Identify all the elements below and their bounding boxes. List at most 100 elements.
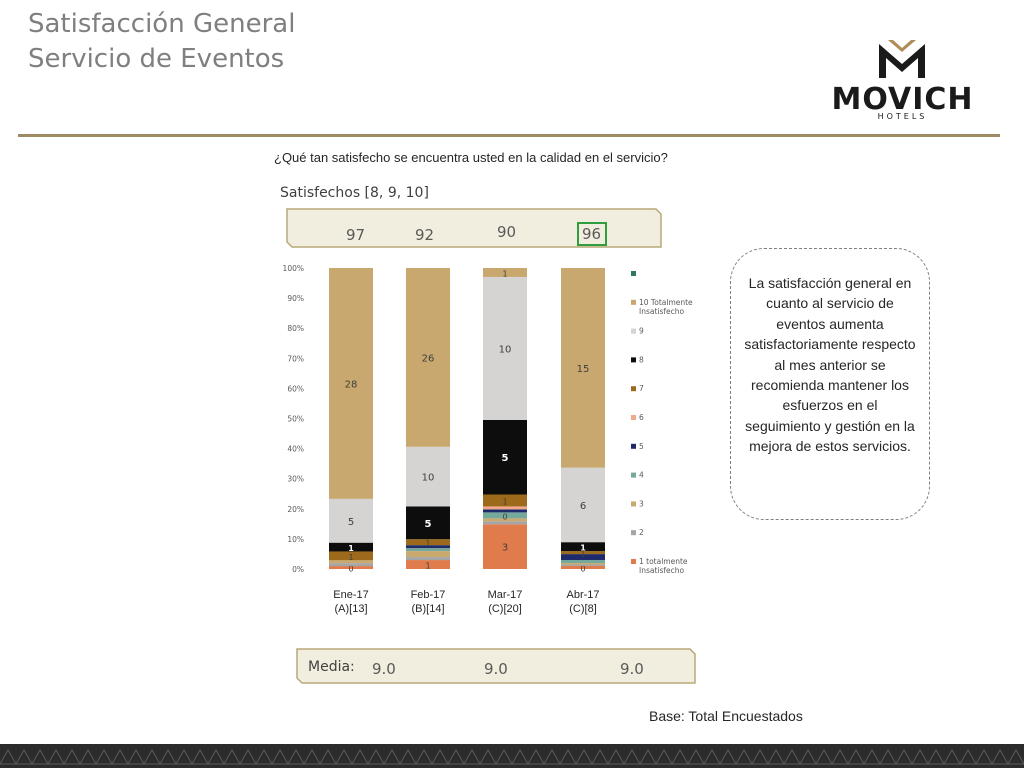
bar-segment bbox=[483, 509, 527, 513]
survey-question: ¿Qué tan satisfecho se encuentra usted e… bbox=[274, 150, 668, 165]
y-tick-label: 0% bbox=[292, 565, 304, 574]
x-tick-label: (C)[20] bbox=[488, 603, 522, 615]
y-tick-label: 60% bbox=[287, 384, 304, 393]
y-tick-label: 40% bbox=[287, 445, 304, 454]
bar-segment bbox=[561, 554, 605, 561]
movich-mark-icon bbox=[879, 40, 925, 78]
bar-segment bbox=[483, 494, 527, 507]
legend-swatch bbox=[631, 386, 636, 392]
bar-segment bbox=[406, 551, 450, 558]
media-value-3: 9.0 bbox=[620, 660, 644, 678]
bar-segment bbox=[329, 566, 373, 569]
data-label: 1 bbox=[580, 550, 585, 559]
bar-segment bbox=[329, 498, 373, 543]
bar-segment bbox=[483, 524, 527, 569]
bar-segment bbox=[561, 551, 605, 555]
legend-label: Insatisfecho bbox=[639, 566, 685, 575]
data-label: 1 bbox=[348, 553, 353, 562]
x-tick-label: Feb-17 bbox=[411, 589, 446, 601]
y-tick-label: 80% bbox=[287, 324, 304, 333]
data-label: 5 bbox=[348, 517, 354, 528]
logo-sub: HOTELS bbox=[877, 112, 928, 121]
x-tick-label: (B)[14] bbox=[411, 603, 444, 615]
legend-label: 4 bbox=[639, 471, 644, 480]
satisfied-banner bbox=[286, 208, 662, 248]
legend-swatch bbox=[631, 530, 636, 536]
bar-segment bbox=[483, 276, 527, 420]
base-note: Base: Total Encuestados bbox=[649, 708, 803, 724]
page-title: Satisfacción General bbox=[28, 9, 296, 39]
legend-label: 3 bbox=[639, 499, 644, 508]
legend-label: 9 bbox=[639, 327, 644, 336]
y-tick-label: 20% bbox=[287, 505, 304, 514]
x-tick-label: Abr-17 bbox=[566, 589, 599, 601]
data-label: 1 bbox=[580, 544, 586, 553]
bar-segment bbox=[483, 512, 527, 519]
data-label: 0 bbox=[502, 512, 507, 521]
y-tick-label: 10% bbox=[287, 535, 304, 544]
data-label: 5 bbox=[425, 519, 432, 530]
data-label: 28 bbox=[345, 379, 358, 390]
x-tick-label: (A)[13] bbox=[334, 603, 367, 615]
media-label: Media: bbox=[308, 659, 355, 675]
bar-segment bbox=[483, 506, 527, 510]
y-tick-label: 70% bbox=[287, 354, 304, 363]
movich-logo: MOVICH HOTELS bbox=[815, 38, 990, 123]
data-label: 3 bbox=[502, 543, 508, 554]
legend-swatch bbox=[631, 271, 636, 276]
header-rule bbox=[18, 134, 1000, 137]
bar-segment bbox=[406, 506, 450, 540]
legend-label: 8 bbox=[639, 355, 644, 364]
y-tick-label: 30% bbox=[287, 475, 304, 484]
bar-segment bbox=[329, 563, 373, 567]
bar-segment bbox=[406, 268, 450, 447]
data-label: 10 bbox=[499, 344, 512, 355]
data-label: 5 bbox=[502, 453, 509, 464]
bar-segment bbox=[561, 560, 605, 564]
data-label: 1 bbox=[502, 269, 507, 278]
bar-segment bbox=[406, 557, 450, 561]
legend-label: 2 bbox=[639, 528, 644, 537]
bar-segment bbox=[329, 542, 373, 552]
bar-segment bbox=[561, 563, 605, 565]
bar-segment bbox=[406, 539, 450, 546]
satisfied-value-feb: 92 bbox=[415, 226, 435, 244]
satisfied-value-abr: 96 bbox=[582, 225, 602, 243]
legend-label: Insatisfecho bbox=[639, 307, 685, 316]
legend-swatch bbox=[631, 501, 636, 507]
bar-segment bbox=[483, 419, 527, 495]
x-tick-label: Mar-17 bbox=[488, 589, 523, 601]
bar-segment bbox=[561, 564, 605, 567]
data-label: 0 bbox=[348, 565, 353, 574]
bar-segment bbox=[561, 467, 605, 543]
bar-segment bbox=[329, 551, 373, 561]
bar-segment bbox=[329, 560, 373, 564]
y-tick-label: 50% bbox=[287, 415, 304, 424]
data-label: 1 bbox=[348, 544, 354, 553]
data-label: 6 bbox=[580, 501, 586, 512]
legend-swatch bbox=[631, 357, 636, 363]
satisfied-label: Satisfechos [8, 9, 10] bbox=[280, 185, 429, 201]
legend-label: 7 bbox=[639, 384, 644, 393]
data-label: 1 bbox=[425, 539, 430, 548]
media-value-2: 9.0 bbox=[484, 660, 508, 678]
footer-pattern bbox=[0, 744, 1024, 768]
bar-segment bbox=[561, 542, 605, 552]
legend-label: 5 bbox=[639, 442, 644, 451]
legend-swatch bbox=[631, 328, 636, 334]
y-tick-label: 100% bbox=[283, 264, 304, 273]
legend-label: 10 Totalmente bbox=[639, 298, 693, 307]
legend-swatch bbox=[631, 299, 636, 305]
data-label: 0 bbox=[580, 565, 585, 574]
bar-segment bbox=[406, 560, 450, 569]
data-label: 1 bbox=[502, 497, 507, 506]
bar-segment bbox=[561, 268, 605, 468]
bar-segment bbox=[406, 446, 450, 507]
legend-swatch bbox=[631, 443, 636, 449]
callout-text: La satisfacción general en cuanto al ser… bbox=[744, 275, 916, 455]
data-label: 15 bbox=[577, 364, 590, 375]
legend-swatch bbox=[631, 559, 636, 564]
bar-segment bbox=[329, 268, 373, 499]
x-tick-label: Ene-17 bbox=[333, 589, 368, 601]
legend-swatch bbox=[631, 415, 636, 420]
